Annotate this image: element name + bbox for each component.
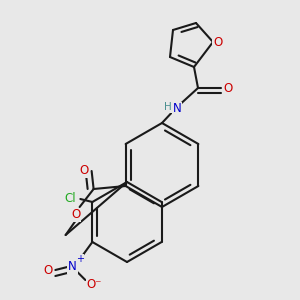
Text: H: H xyxy=(164,102,172,112)
Text: O: O xyxy=(213,35,223,49)
Text: N: N xyxy=(68,260,77,274)
Text: O: O xyxy=(44,263,53,277)
Text: O: O xyxy=(224,82,232,94)
Text: Cl: Cl xyxy=(64,193,76,206)
Text: +: + xyxy=(76,254,84,264)
Text: N: N xyxy=(172,103,182,116)
Text: O: O xyxy=(79,164,88,178)
Text: O: O xyxy=(71,208,80,221)
Text: O⁻: O⁻ xyxy=(87,278,102,292)
